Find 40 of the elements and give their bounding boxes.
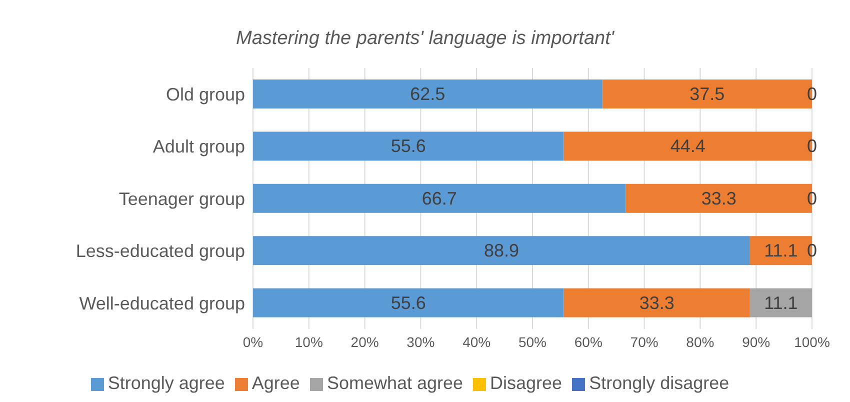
y-tick-label: Adult group [152, 136, 245, 157]
data-label: 11.1 [764, 240, 798, 261]
x-tick-label: 50% [518, 334, 547, 350]
bar [750, 288, 812, 318]
bar [564, 288, 750, 318]
legend-label: Agree [252, 373, 300, 393]
bar [253, 184, 626, 213]
data-label: 66.7 [422, 188, 457, 208]
data-label: 55.6 [390, 136, 426, 156]
x-tick-label: 80% [686, 334, 714, 350]
x-tick-label: 20% [350, 334, 379, 350]
data-label: 88.9 [484, 240, 519, 261]
data-label: 55.6 [390, 292, 426, 313]
bar [253, 79, 602, 108]
x-tick-label: 90% [742, 334, 770, 350]
legend-label: Somewhat agree [326, 373, 464, 393]
y-tick-label: Old group [166, 84, 245, 104]
legend-label: Strongly disagree [589, 373, 730, 393]
data-label: 11.1 [764, 292, 798, 313]
legend-label: Disagree [490, 373, 562, 393]
data-label: 44.4 [670, 136, 706, 156]
y-tick-label: Teenager group [118, 188, 245, 209]
legend-label: Strongly agree [108, 373, 225, 393]
y-tick-label: Less-educated group [76, 241, 245, 262]
data-label: 33.3 [639, 292, 674, 313]
data-label: 37.5 [690, 84, 725, 104]
data-label: 33.3 [701, 188, 736, 208]
x-tick-label: 0% [242, 334, 264, 350]
x-tick-label: 60% [574, 334, 602, 350]
x-tick-label: 10% [294, 334, 323, 350]
y-tick-label: Well-educated group [79, 293, 245, 314]
bar [253, 132, 564, 161]
bar [253, 236, 750, 266]
chart-title: Mastering the parents' language is important' [235, 27, 616, 51]
x-tick-label: 70% [630, 334, 658, 350]
data-label: 62.5 [410, 84, 446, 104]
x-tick-label: 40% [462, 334, 491, 350]
x-tick-label: 100% [794, 334, 830, 350]
x-tick-label: 30% [406, 334, 435, 350]
bar [253, 288, 564, 318]
